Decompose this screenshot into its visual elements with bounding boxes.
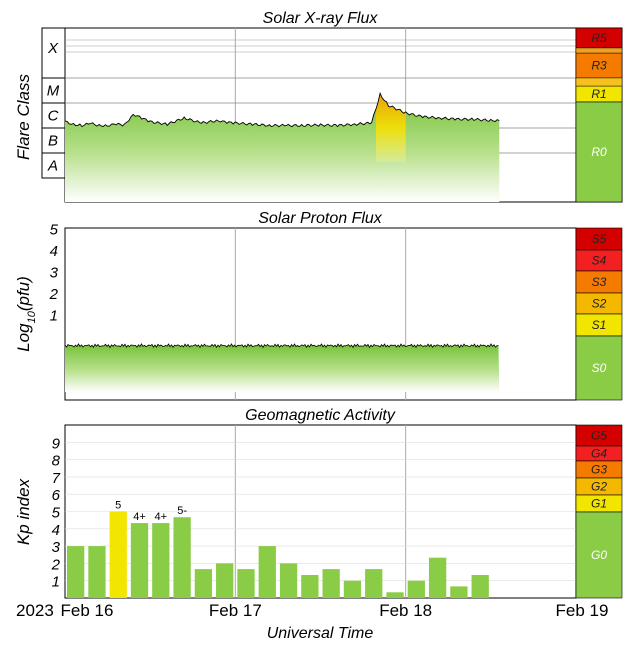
kp-y-tick: 4 bbox=[52, 522, 60, 539]
flare-class-label: X bbox=[47, 40, 59, 57]
proton-flux-line bbox=[64, 343, 499, 349]
r-scale-label: R1 bbox=[591, 87, 606, 101]
x-tick-label: Feb 18 bbox=[379, 601, 432, 620]
kp-bar-label: 5- bbox=[177, 505, 187, 517]
x-axis: 2023 Feb 16 Feb 17 Feb 18 Feb 19 Universal … bbox=[16, 601, 608, 642]
g-scale-label: G3 bbox=[591, 463, 607, 477]
kp-y-tick: 6 bbox=[52, 487, 61, 504]
proton-title: Solar Proton Flux bbox=[258, 210, 383, 227]
x-tick-label: Feb 16 bbox=[61, 601, 114, 620]
kp-bar bbox=[386, 592, 404, 598]
r-scale-label: R5 bbox=[591, 31, 607, 45]
proton-y-tick: 2 bbox=[49, 286, 59, 303]
g-scale-cell bbox=[575, 511, 623, 599]
flare-class-label: C bbox=[48, 108, 59, 125]
kp-bar bbox=[322, 569, 340, 598]
flare-class-label: A bbox=[47, 158, 58, 175]
s-scale-label: S4 bbox=[592, 254, 607, 268]
s-scale-label: S0 bbox=[592, 361, 607, 375]
g-scale-label: G1 bbox=[591, 497, 607, 511]
radio-blackout-scale: R5 R3 R1 R0 bbox=[575, 27, 623, 203]
kp-bar bbox=[152, 523, 170, 598]
kp-y-tick: 2 bbox=[51, 556, 61, 573]
r-scale-label: R3 bbox=[591, 59, 607, 73]
r-scale-cell bbox=[575, 77, 623, 87]
kp-bar bbox=[88, 546, 106, 598]
s-scale-label: S2 bbox=[592, 297, 607, 311]
proton-y-tick: 4 bbox=[50, 243, 58, 260]
kp-bar bbox=[301, 574, 319, 598]
xray-ylabel: Flare Class bbox=[14, 74, 33, 160]
kp-bar bbox=[428, 557, 447, 598]
kp-bar bbox=[67, 546, 85, 598]
geomag-ylabel: Kp index bbox=[14, 478, 33, 545]
flare-class-label: B bbox=[48, 133, 58, 150]
kp-y-tick: 8 bbox=[52, 453, 61, 470]
kp-bar-label: 4+ bbox=[133, 511, 146, 523]
g-scale-label: G0 bbox=[591, 548, 607, 562]
flare-class-label: M bbox=[47, 83, 60, 100]
kp-bar bbox=[258, 546, 276, 598]
kp-bar bbox=[450, 586, 468, 598]
xray-title: Solar X-ray Flux bbox=[263, 10, 379, 27]
geomag-title: Geomagnetic Activity bbox=[245, 407, 396, 424]
solar-radiation-scale: S5 S4 S3 S2 S1 S0 bbox=[575, 227, 623, 401]
s-scale-label: S3 bbox=[592, 275, 607, 289]
r-scale-cell bbox=[575, 47, 623, 54]
kp-y-tick: 9 bbox=[52, 435, 61, 452]
x-axis-year: 2023 bbox=[16, 601, 54, 620]
kp-bar-label: 4+ bbox=[155, 511, 168, 523]
kp-bar bbox=[109, 511, 127, 598]
kp-bar bbox=[279, 563, 298, 598]
proton-y-tick: 5 bbox=[50, 222, 59, 239]
kp-y-tick: 1 bbox=[52, 574, 60, 591]
kp-bar bbox=[365, 569, 383, 598]
kp-y-tick: 3 bbox=[52, 539, 61, 556]
xray-flux-line bbox=[64, 91, 500, 128]
proton-y-tick: 1 bbox=[50, 308, 58, 325]
kp-bar bbox=[407, 580, 425, 598]
r-scale-label: R0 bbox=[591, 145, 607, 159]
kp-bar bbox=[343, 580, 362, 598]
geomagnetic-storm-scale: G5 G4 G3 G2 G1 G0 bbox=[575, 424, 623, 599]
kp-bar bbox=[173, 517, 191, 598]
r-scale-cell bbox=[575, 101, 623, 203]
proton-flux-series bbox=[64, 343, 500, 392]
kp-bar bbox=[216, 563, 234, 598]
kp-bar bbox=[130, 523, 149, 598]
g-scale-label: G5 bbox=[591, 429, 607, 443]
s-scale-label: S5 bbox=[592, 232, 607, 246]
s-scale-cell bbox=[575, 335, 623, 401]
proton-y-tick: 3 bbox=[50, 265, 59, 282]
kp-bar bbox=[194, 569, 213, 598]
g-scale-label: G4 bbox=[591, 447, 607, 461]
x-axis-label: Universal Time bbox=[267, 625, 374, 642]
kp-bar bbox=[471, 574, 489, 598]
proton-y-ticks: 1 2 3 4 5 bbox=[49, 222, 59, 325]
x-tick-label: Feb 17 bbox=[209, 601, 262, 620]
xray-flare-area bbox=[375, 93, 406, 162]
r-scale-cell bbox=[575, 52, 623, 79]
xray-flux-series bbox=[64, 91, 500, 202]
kp-bar-label: 5 bbox=[115, 500, 121, 512]
kp-y-tick: 7 bbox=[52, 470, 61, 487]
proton-ylabel: Log10(pfu) bbox=[14, 276, 38, 352]
x-tick-label: Feb 19 bbox=[556, 601, 609, 620]
kp-bars: 5 4+ 4+ 5- bbox=[67, 500, 489, 598]
x-axis-ticks: Feb 16 Feb 17 Feb 18 Feb 19 bbox=[61, 601, 609, 620]
g-scale-label: G2 bbox=[591, 480, 607, 494]
kp-bar bbox=[237, 569, 255, 598]
geomag-panel: Geomagnetic Activity Kp index 123456789 … bbox=[14, 407, 623, 599]
kp-y-tick: 5 bbox=[52, 505, 61, 522]
proton-flux-area bbox=[65, 343, 500, 392]
s-scale-label: S1 bbox=[592, 318, 607, 332]
